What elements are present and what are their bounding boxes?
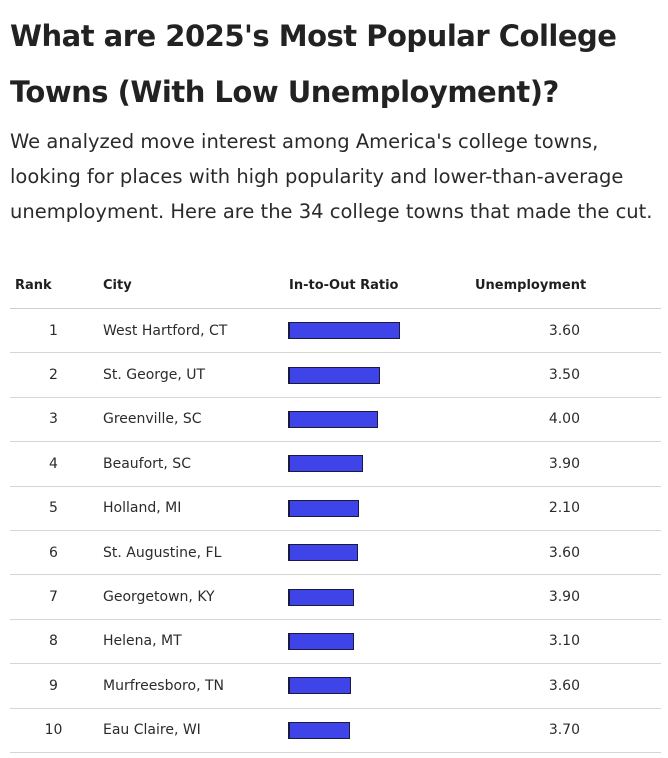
ratio-cell — [288, 353, 458, 396]
ratio-bar — [288, 588, 354, 606]
rank-cell: 6 — [49, 544, 58, 561]
city-cell: Eau Claire, WI — [103, 722, 201, 739]
table-row: 6 St. Augustine, FL 3.60 — [10, 531, 661, 576]
rank-cell: 8 — [49, 633, 58, 650]
ratio-cell — [288, 487, 458, 530]
city-cell: Georgetown, KY — [103, 589, 215, 606]
header-unemployment: Unemployment — [475, 278, 587, 293]
table-row: 10 Eau Claire, WI 3.70 — [10, 709, 661, 753]
ratio-cell — [288, 442, 458, 485]
ratio-cell — [288, 575, 458, 618]
ratio-bar — [288, 632, 354, 650]
header-city: City — [103, 278, 132, 293]
rank-cell: 2 — [49, 367, 58, 384]
header-rank: Rank — [15, 278, 52, 293]
rank-cell: 9 — [49, 677, 58, 694]
unemployment-cell: 3.60 — [548, 544, 580, 561]
rank-cell: 4 — [49, 455, 58, 472]
ratio-bar — [288, 455, 363, 473]
unemployment-cell: 3.50 — [548, 367, 580, 384]
table-header: Rank City In-to-Out Ratio Unemployment — [10, 268, 661, 309]
ratio-bar — [288, 410, 378, 428]
ratio-cell — [288, 531, 458, 574]
ratio-cell — [288, 620, 458, 663]
ratio-cell — [288, 398, 458, 441]
table-row: 8 Helena, MT 3.10 — [10, 620, 661, 665]
table-row: 1 West Hartford, CT 3.60 — [10, 309, 661, 354]
unemployment-cell: 3.70 — [548, 722, 580, 739]
rank-cell: 7 — [49, 589, 58, 606]
ratio-cell — [288, 664, 458, 707]
city-cell: St. George, UT — [103, 367, 206, 384]
table-row: 5 Holland, MI 2.10 — [10, 487, 661, 531]
city-cell: Helena, MT — [103, 633, 182, 650]
city-cell: West Hartford, CT — [103, 322, 228, 339]
ratio-bar — [288, 499, 359, 517]
unemployment-cell: 2.10 — [548, 500, 580, 517]
table-row: 2 St. George, UT 3.50 — [10, 353, 661, 398]
table-row: 9 Murfreesboro, TN 3.60 — [10, 664, 661, 709]
unemployment-cell: 3.90 — [548, 455, 580, 472]
city-cell: Holland, MI — [103, 500, 182, 517]
page-title: What are 2025's Most Popular College Tow… — [10, 19, 617, 109]
ratio-cell — [288, 709, 458, 752]
city-cell: Beaufort, SC — [103, 455, 191, 472]
rank-cell: 3 — [49, 411, 58, 428]
table-row: 3 Greenville, SC 4.00 — [10, 398, 661, 443]
table-row: 4 Beaufort, SC 3.90 — [10, 442, 661, 487]
city-cell: Greenville, SC — [103, 411, 202, 428]
ratio-bar — [288, 677, 351, 695]
ratio-cell — [288, 309, 458, 352]
ratio-bar — [288, 322, 400, 340]
unemployment-cell: 3.60 — [548, 677, 580, 694]
unemployment-cell: 4.00 — [548, 411, 580, 428]
header-ratio: In-to-Out Ratio — [289, 278, 399, 293]
city-cell: St. Augustine, FL — [103, 544, 222, 561]
table-row: 7 Georgetown, KY 3.90 — [10, 575, 661, 620]
ratio-bar — [288, 721, 350, 739]
ratio-bar — [288, 366, 380, 384]
rank-cell: 1 — [49, 322, 58, 339]
page-subtitle: We analyzed move interest among America'… — [10, 130, 653, 223]
city-cell: Murfreesboro, TN — [103, 677, 224, 694]
unemployment-cell: 3.10 — [548, 633, 580, 650]
ratio-bar — [288, 544, 358, 562]
unemployment-cell: 3.90 — [548, 589, 580, 606]
rank-cell: 5 — [49, 500, 58, 517]
unemployment-cell: 3.60 — [548, 322, 580, 339]
rank-cell: 10 — [44, 722, 63, 739]
table-body: 1 West Hartford, CT 3.60 2 St. George, UT 3.5… — [10, 309, 661, 753]
college-towns-table: Rank City In-to-Out Ratio Unemployment 1… — [10, 268, 661, 753]
